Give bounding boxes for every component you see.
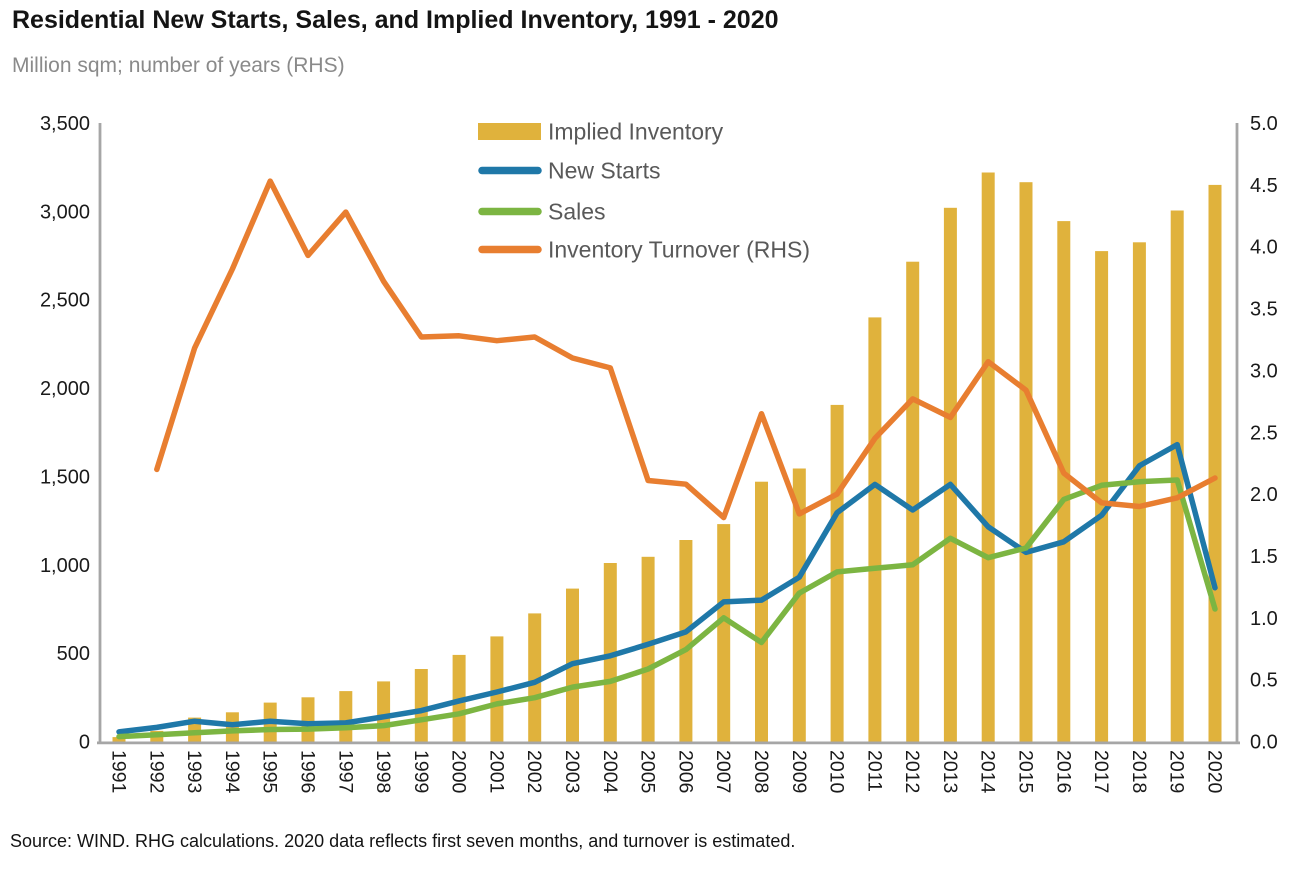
x-tick-label: 2017 bbox=[1090, 750, 1112, 793]
x-tick-label: 2003 bbox=[561, 750, 583, 793]
bar bbox=[1057, 221, 1071, 742]
right-tick-label: 4.5 bbox=[1250, 175, 1278, 197]
right-tick-label: 2.5 bbox=[1250, 422, 1278, 444]
line-inventory-turnover-rhs bbox=[154, 178, 1218, 521]
right-tick-label: 4.0 bbox=[1250, 237, 1278, 259]
right-tick-label: 1.5 bbox=[1250, 546, 1278, 568]
bar bbox=[906, 261, 920, 742]
bar bbox=[1170, 210, 1184, 742]
left-tick-label: 3,000 bbox=[40, 201, 90, 223]
bar bbox=[414, 669, 428, 742]
x-tick-label: 1995 bbox=[259, 750, 281, 794]
x-tick-label: 2020 bbox=[1204, 750, 1226, 794]
x-tick-label: 1996 bbox=[297, 750, 319, 793]
x-tick-label: 2013 bbox=[939, 750, 961, 793]
right-tick-label: 0.0 bbox=[1250, 732, 1278, 754]
line-sales bbox=[116, 477, 1218, 740]
bar bbox=[868, 317, 882, 742]
x-tick-label: 2014 bbox=[977, 750, 999, 794]
x-tick-label: 2008 bbox=[750, 750, 772, 793]
left-tick-label: 2,500 bbox=[40, 290, 90, 312]
x-tick-label: 2015 bbox=[1015, 750, 1037, 794]
bar bbox=[339, 691, 353, 742]
legend: Implied Inventory New Starts Sales Inventor… bbox=[478, 119, 810, 263]
x-tick-label: 2004 bbox=[599, 750, 621, 794]
bar bbox=[792, 468, 806, 742]
bar bbox=[301, 697, 315, 742]
x-tick-label: 1991 bbox=[108, 750, 130, 793]
x-tick-label: 1998 bbox=[372, 750, 394, 793]
right-tick-label: 5.0 bbox=[1250, 113, 1278, 135]
bar bbox=[1095, 251, 1109, 742]
left-tick-label: 2,000 bbox=[40, 378, 90, 400]
x-tick-label: 2011 bbox=[863, 750, 885, 792]
legend-label: New Starts bbox=[548, 158, 660, 184]
legend-label: Implied Inventory bbox=[548, 119, 724, 145]
right-tick-label: 2.0 bbox=[1250, 484, 1278, 506]
legend-item-implied-inventory: Implied Inventory bbox=[478, 119, 724, 145]
bar bbox=[1208, 184, 1222, 742]
line-new-starts bbox=[116, 441, 1218, 735]
bar bbox=[377, 681, 391, 742]
series-path bbox=[154, 178, 1218, 521]
bars-implied-inventory bbox=[112, 172, 1222, 742]
bar bbox=[755, 481, 768, 742]
bar bbox=[1132, 242, 1146, 742]
left-tick-label: 1,500 bbox=[40, 466, 90, 488]
x-tick-label: 1999 bbox=[410, 750, 432, 793]
bar bbox=[679, 540, 693, 742]
left-axis-labels: 0 500 1,000 1,500 2,000 2,500 3,000 3,500 bbox=[40, 113, 90, 754]
right-axis-labels: 0.0 0.5 1.0 1.5 2.0 2.5 3.0 3.5 4.0 4.5 5.0 bbox=[1250, 113, 1278, 754]
page-title: Residential New Starts, Sales, and Impli… bbox=[12, 6, 779, 34]
right-tick-label: 1.0 bbox=[1250, 608, 1278, 630]
legend-label: Sales bbox=[548, 199, 606, 225]
x-tick-label: 2006 bbox=[674, 750, 696, 793]
x-tick-label: 2010 bbox=[826, 750, 848, 794]
bar bbox=[1019, 182, 1033, 742]
legend-item-new-starts: New Starts bbox=[478, 158, 660, 184]
x-tick-label: 2018 bbox=[1128, 750, 1150, 793]
left-tick-label: 3,500 bbox=[40, 113, 90, 135]
page-subtitle: Million sqm; number of years (RHS) bbox=[12, 54, 345, 77]
legend-swatch-bar bbox=[478, 123, 541, 140]
bar bbox=[603, 563, 617, 742]
bar bbox=[943, 207, 957, 742]
legend-label: Inventory Turnover (RHS) bbox=[548, 237, 810, 263]
left-tick-label: 500 bbox=[57, 643, 90, 665]
x-tick-label: 1997 bbox=[334, 750, 356, 793]
right-tick-label: 3.5 bbox=[1250, 299, 1278, 321]
source-note: Source: WIND. RHG calculations. 2020 dat… bbox=[10, 831, 796, 851]
x-tick-label: 2012 bbox=[901, 750, 923, 793]
left-tick-label: 0 bbox=[79, 732, 90, 754]
series-path bbox=[116, 441, 1218, 735]
x-tick-label: 2001 bbox=[485, 750, 507, 793]
bar bbox=[528, 613, 542, 742]
axis-frame bbox=[97, 123, 1240, 745]
x-axis-labels: 1991 1992 1993 1994 1995 1996 1997 1998 1999 2000… bbox=[108, 750, 1226, 794]
series-path bbox=[116, 477, 1218, 740]
x-tick-label: 2002 bbox=[523, 750, 545, 793]
x-tick-label: 2016 bbox=[1052, 750, 1074, 793]
bar bbox=[717, 524, 731, 742]
x-tick-label: 2000 bbox=[448, 750, 470, 794]
bar bbox=[641, 556, 655, 742]
legend-item-inventory-turnover-rhs: Inventory Turnover (RHS) bbox=[478, 237, 810, 263]
x-tick-label: 2007 bbox=[712, 750, 734, 793]
bar bbox=[981, 172, 995, 742]
legend-item-sales: Sales bbox=[478, 199, 606, 225]
x-tick-label: 1992 bbox=[145, 750, 167, 793]
x-tick-label: 2005 bbox=[637, 750, 659, 794]
bar bbox=[490, 636, 504, 742]
left-tick-label: 1,000 bbox=[40, 555, 90, 577]
x-tick-label: 1994 bbox=[221, 750, 243, 794]
right-tick-label: 3.0 bbox=[1250, 360, 1278, 382]
x-tick-label: 2019 bbox=[1166, 750, 1188, 793]
x-tick-label: 2009 bbox=[788, 750, 810, 793]
right-tick-label: 0.5 bbox=[1250, 670, 1278, 692]
x-tick-label: 1993 bbox=[183, 750, 205, 793]
